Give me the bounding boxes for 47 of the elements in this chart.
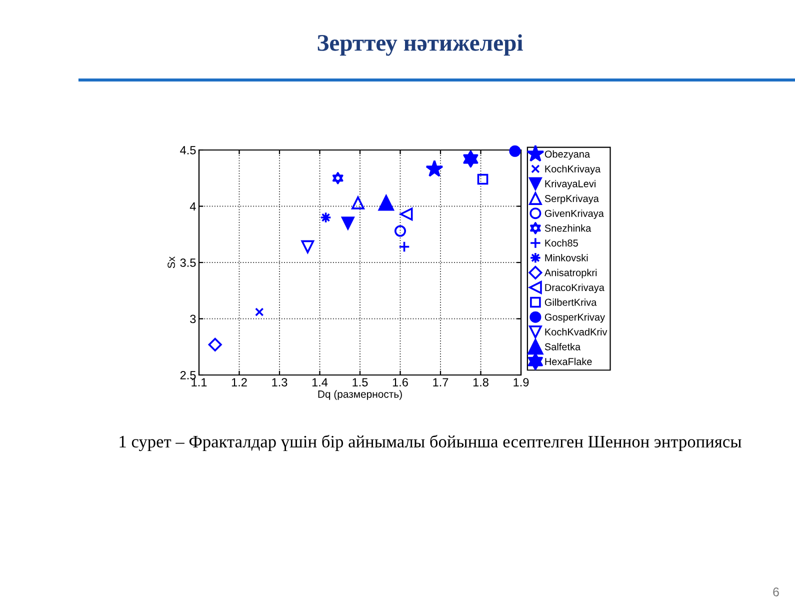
legend-label: GivenKrivaya: [544, 210, 604, 219]
point: [426, 160, 444, 177]
x-tick-label: 1.3: [272, 378, 288, 386]
x-tick-label: 1.6: [392, 378, 408, 386]
text: 6: [773, 588, 779, 596]
legend-label: Salfetka: [544, 342, 581, 350]
legend-label: KrivayaLevi: [545, 180, 596, 190]
point: [394, 225, 406, 237]
legend-label: DracoKrivaya: [545, 284, 604, 294]
legend-label: GosperKrivay: [544, 313, 605, 323]
point: [398, 240, 410, 253]
x-axis-title: Dq (размерность): [318, 390, 402, 400]
y-tick-label: 2.5: [180, 371, 196, 380]
y-tick-label: 3: [190, 314, 196, 324]
x-tick-label: 1.7: [433, 378, 448, 386]
chart-title: Зерттеу нәтижелері: [318, 34, 523, 56]
x-tick-label: 1.9: [514, 378, 529, 386]
point: [341, 216, 354, 230]
legend-label: SerpKrivaya: [544, 194, 599, 204]
point: [477, 174, 488, 185]
legend-label: KochKvadKriv: [545, 328, 608, 336]
legend-label: Snezhinka: [544, 224, 592, 232]
point: [509, 145, 521, 157]
y-axis-title: Sx: [168, 256, 175, 268]
text: 1 сурет – Фракталдар үшін бір айнымалы бойынша есептелген Шеннон энтропиясы: [120, 434, 742, 452]
x-tick-label: 1.5: [352, 378, 368, 386]
legend-label: HexaFlake: [545, 358, 592, 366]
x-tick-label: 1.4: [312, 378, 328, 386]
point: [332, 172, 344, 184]
y-tick-label: 4.5: [180, 146, 196, 154]
point: [208, 338, 222, 352]
x-tick-label: 1.1: [192, 378, 207, 386]
y-tick-label: 4: [190, 202, 196, 211]
point: [255, 308, 264, 316]
point: [400, 208, 413, 221]
point: [378, 195, 394, 211]
x-tick-label: 1.2: [232, 378, 247, 386]
point: [301, 240, 314, 254]
legend-label: Anisatropkri: [544, 268, 597, 278]
point: [352, 196, 364, 210]
legend-label: GilbertKriva: [544, 298, 597, 306]
legend-label: Obezyana: [544, 150, 590, 160]
legend-label: KochKrivaya: [545, 165, 601, 174]
x-tick-label: 1.8: [473, 378, 488, 386]
legend-label: Koch85: [545, 239, 578, 247]
y-tick-label: 3.5: [180, 258, 196, 267]
legend-label: Minkovski: [545, 254, 588, 262]
